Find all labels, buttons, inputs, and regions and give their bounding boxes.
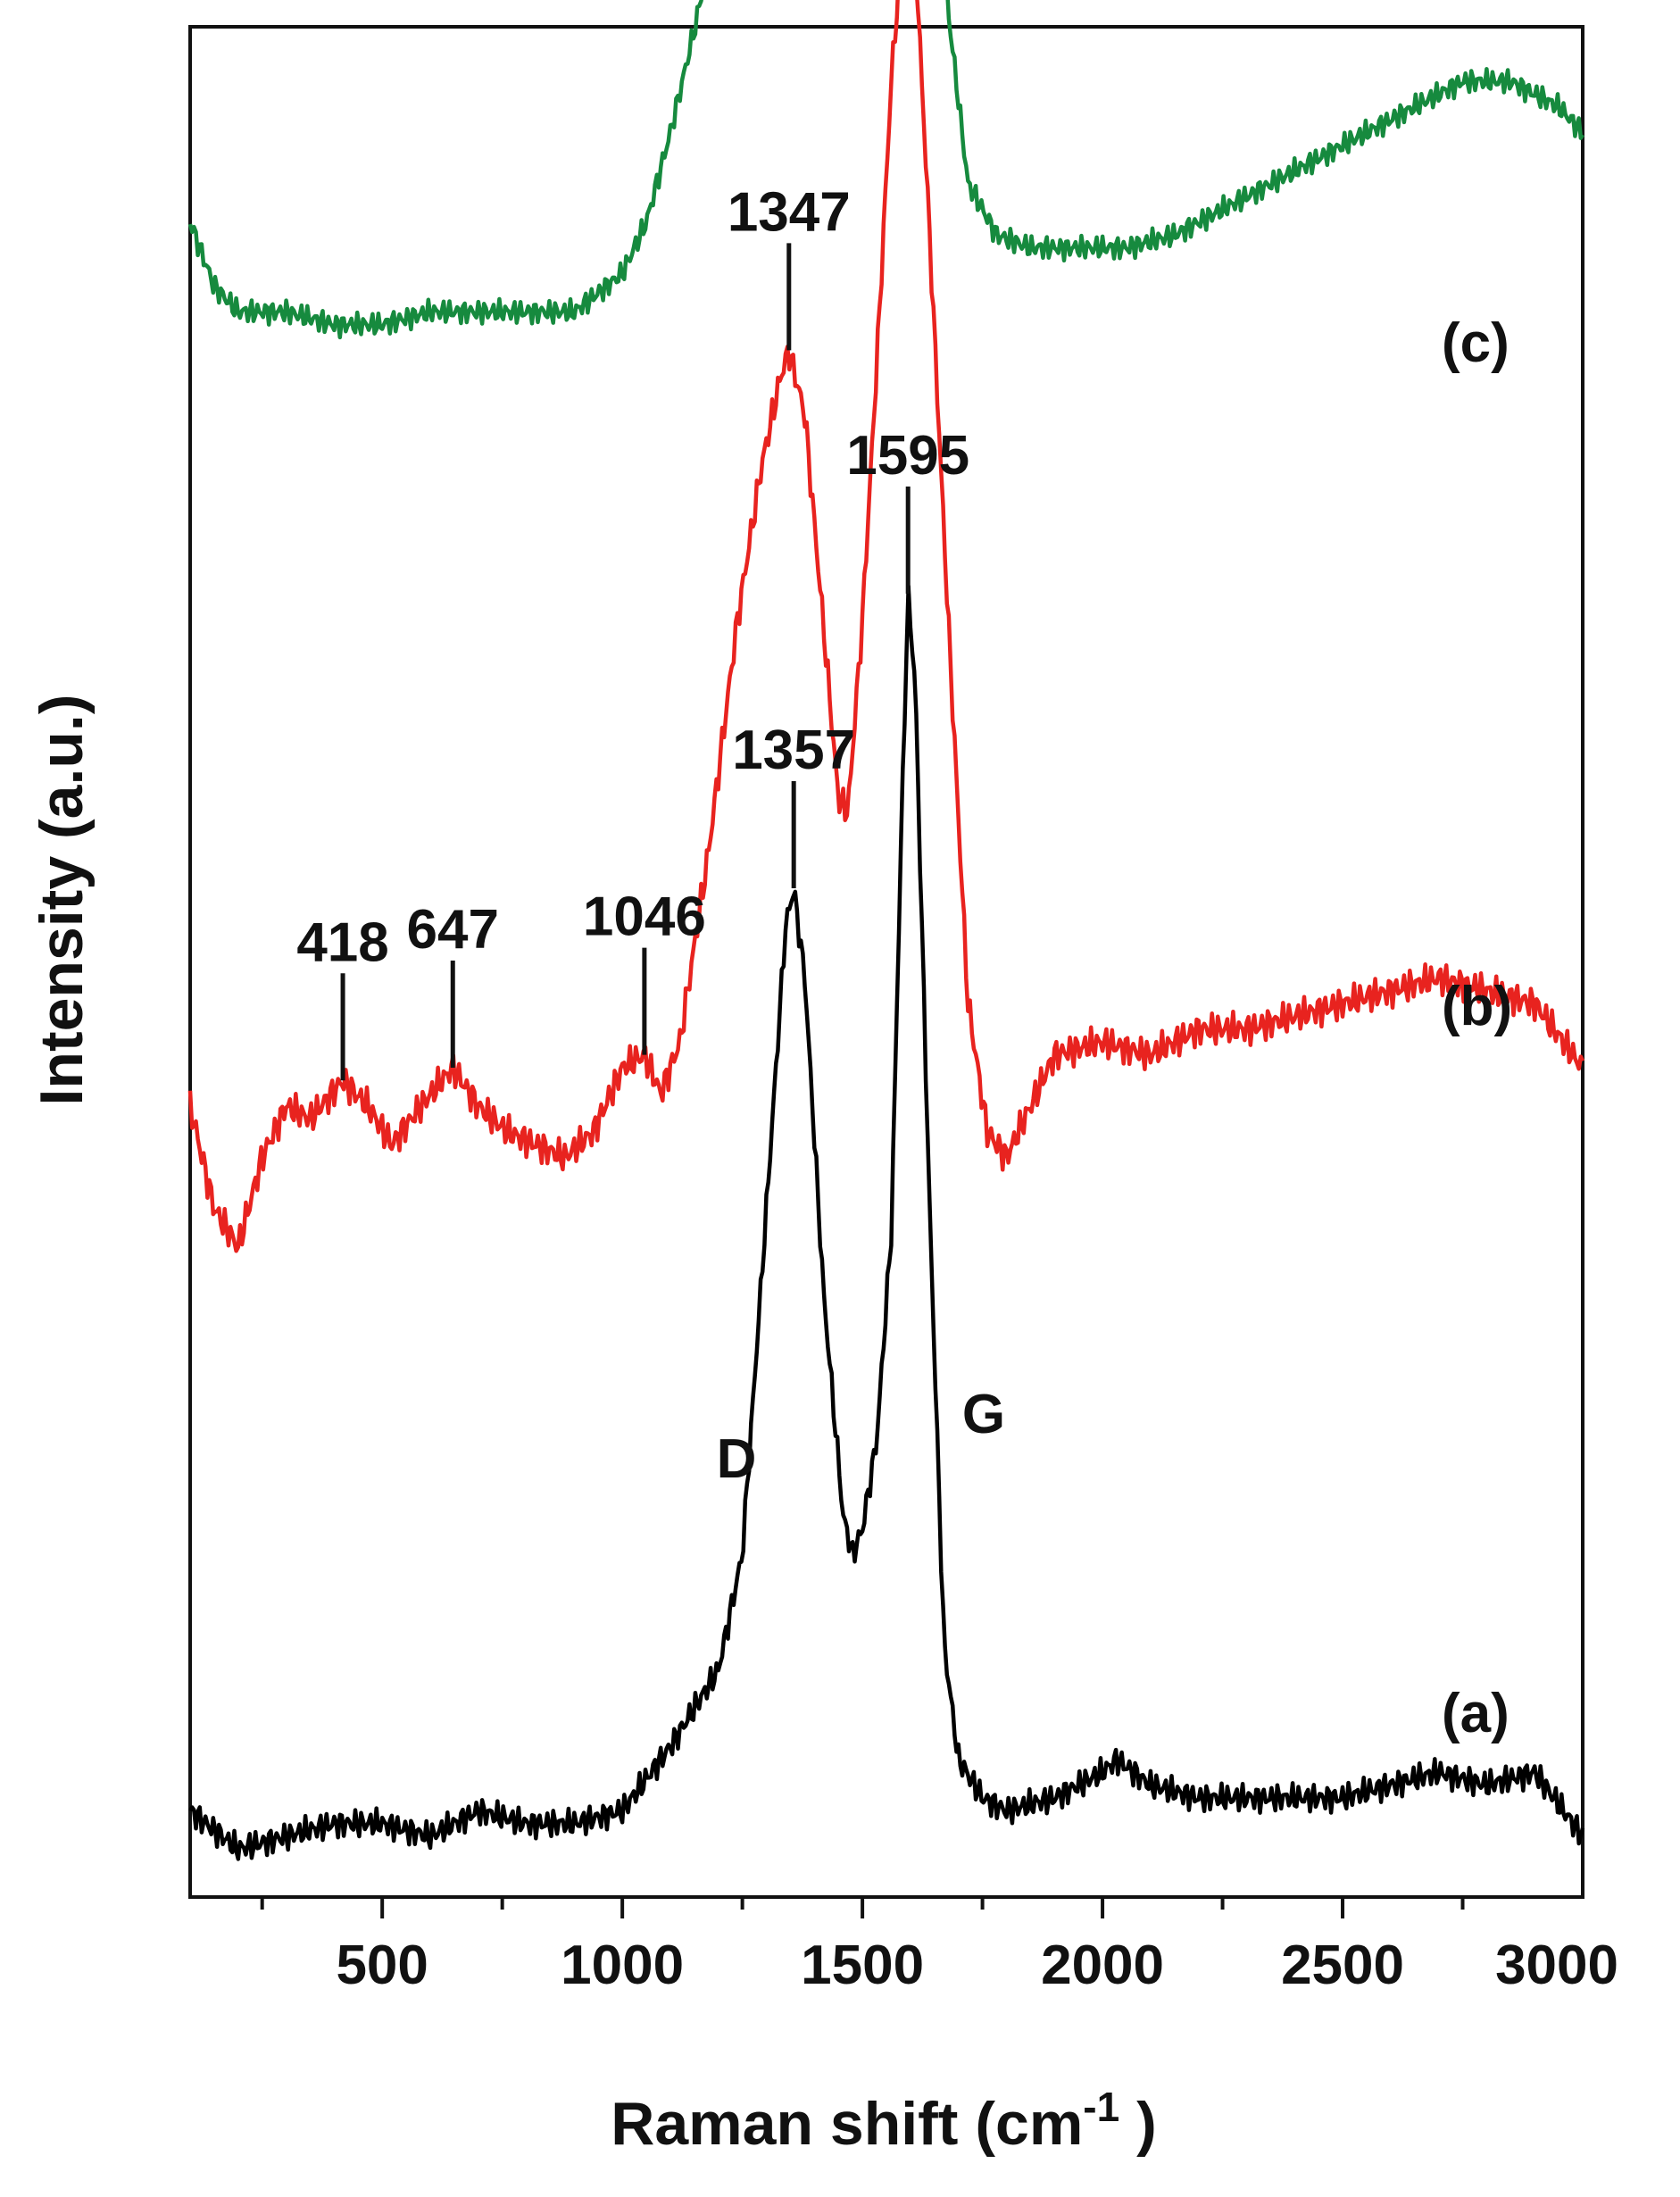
band-label-g: G [962,1384,1005,1445]
x-tick-label-1500: 1500 [801,1935,924,1996]
peak-markers: 1357159541864710461347158513661590 [296,181,969,1081]
x-axis-ticks: 500 1000 1500 2000 2500 3000 [260,1897,1618,1996]
spectrum-line-a [188,584,1585,1861]
peak-label-1357: 1357 [732,720,855,781]
peak-label-418: 418 [296,911,388,973]
y-axis-title: Intensity (a.u.) [28,695,96,1106]
curve-label-b: (b) [1442,976,1512,1037]
spectrum-line-c [187,0,1584,340]
peak-label-647: 647 [407,899,499,961]
x-tick-label-3000: 3000 [1495,1935,1618,1996]
x-axis-title-text: Raman shift [611,2090,958,2158]
spectrum-line-b [187,0,1585,1253]
curve-label-a: (a) [1442,1683,1510,1744]
x-axis-unit-close: ) [1119,2090,1157,2158]
x-tick-label-1000: 1000 [561,1935,684,1996]
curve-label-c: (c) [1442,312,1510,374]
x-tick-label-2000: 2000 [1041,1935,1164,1996]
peak-label-1595: 1595 [846,425,969,487]
peak-label-1347: 1347 [728,181,851,243]
x-tick-label-500: 500 [336,1935,428,1996]
x-axis-unit-exponent: -1 [1083,2084,1119,2130]
x-axis-unit-open: ( [975,2090,995,2158]
x-axis-unit-base: cm [995,2090,1083,2158]
band-label-d: D [717,1428,757,1490]
spectra-group [187,0,1585,1861]
plot-frame [188,25,1584,1899]
peak-label-1046: 1046 [583,886,706,948]
x-tick-label-2500: 2500 [1281,1935,1404,1996]
x-axis-title: Raman shift (cm-1 ) [611,2084,1156,2158]
